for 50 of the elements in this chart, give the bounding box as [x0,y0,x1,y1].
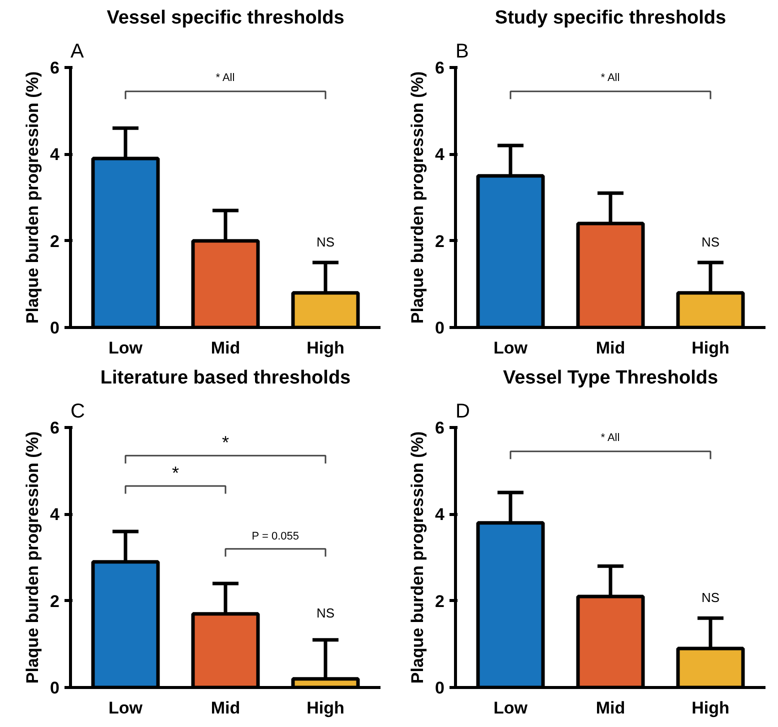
y-axis-title: Plaque burden progression (%) [23,431,42,684]
chart-title: Vessel specific thresholds [106,8,344,28]
annotation: * [172,462,180,483]
x-tick-label: Mid [210,338,240,358]
annotation: NS [316,234,335,250]
y-tick-label: 6 [435,418,445,438]
annotation: * All [600,432,620,444]
annotation: * All [216,72,235,84]
y-tick-label: 4 [435,145,446,164]
annotation: * All [600,72,620,84]
annotation: NS [316,605,335,620]
y-tick-label: 0 [50,678,60,698]
y-axis-title: Plaque burden progression (%) [408,71,428,324]
y-tick-label: 6 [435,58,445,78]
x-tick-label: Low [108,338,144,358]
y-tick-label: 0 [435,678,445,698]
text: A [70,40,84,62]
y-tick-label: 2 [435,232,445,251]
x-tick-label: High [692,338,730,358]
x-tick-label: Mid [596,698,626,718]
chart-title: Study specific thresholds [494,8,726,28]
y-tick-label: 6 [50,418,60,438]
text: B [456,40,469,62]
chart-title: Literature based thresholds [100,368,351,388]
y-tick-label: 2 [50,592,60,611]
text: C [70,400,85,422]
x-tick-label: Low [494,338,528,358]
y-axis-title: Plaque burden progression (%) [23,71,42,324]
annotation: P = 0.055 [252,530,300,542]
x-tick-label: High [692,698,730,718]
y-axis-title: Plaque burden progression (%) [408,431,428,684]
y-tick-label: 6 [50,58,60,78]
x-tick-label: Low [108,698,144,718]
x-tick-label: Low [494,698,528,718]
y-tick-label: 4 [435,505,446,524]
y-tick-label: 4 [50,505,60,524]
chart-title: Vessel Type Thresholds [502,368,718,388]
y-tick-label: 0 [435,318,445,338]
y-tick-label: 4 [50,145,60,164]
annotation: * [222,432,230,453]
x-tick-label: Mid [210,698,240,718]
y-tick-label: 2 [435,592,445,611]
annotation: NS [701,234,720,250]
annotation: NS [701,590,720,606]
x-tick-label: Mid [596,338,626,358]
text: D [456,400,470,422]
y-tick-label: 0 [50,318,60,338]
x-tick-label: High [306,338,344,358]
x-tick-label: High [306,698,344,718]
y-tick-label: 2 [50,232,60,251]
